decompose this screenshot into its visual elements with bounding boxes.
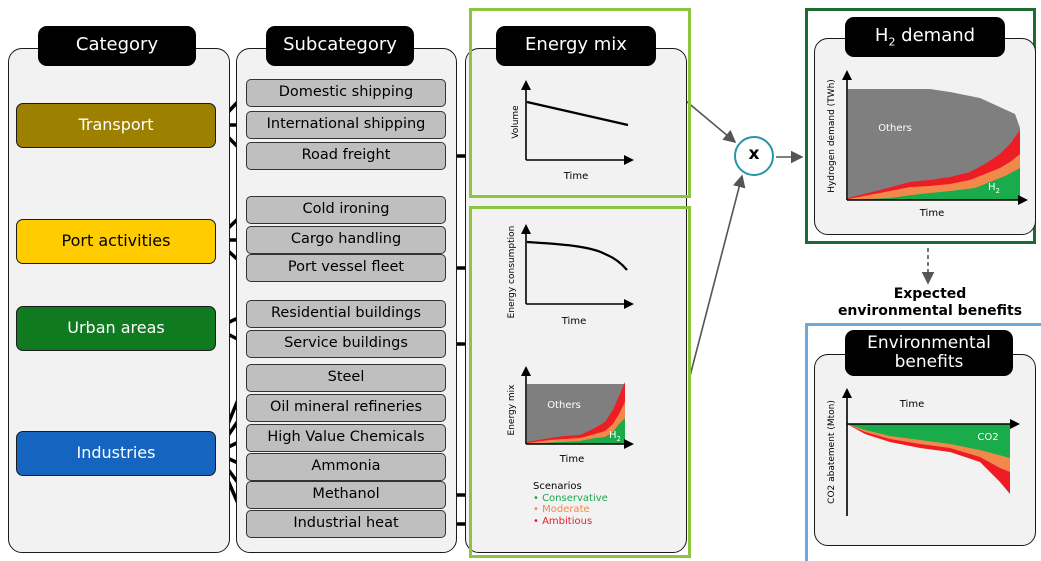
sub-road-freight: Road freight (246, 142, 446, 170)
category-port-activities: Port activities (16, 219, 216, 264)
volume-trend-line (526, 100, 629, 127)
em-ylabel: Energy mix (507, 384, 517, 436)
ec-trend-curve (526, 240, 628, 271)
category-transport: Transport (16, 103, 216, 148)
subcategory-header: Subcategory (266, 26, 414, 66)
sub-cargo-handling: Cargo handling (246, 226, 446, 254)
env-benefits-frame (805, 323, 1041, 561)
ec-ylabel: Energy consumption (507, 226, 517, 319)
sub-industrial-heat: Industrial heat (246, 510, 446, 538)
h2-y-arrow (842, 70, 852, 80)
energy-mix-header: Energy mix (496, 26, 656, 66)
sub-oil-mineral-refineries: Oil mineral refineries (246, 394, 446, 422)
co2-x-arrow (1010, 419, 1020, 429)
scenario-moderate: • Moderate (533, 504, 590, 515)
ec-xlabel: Time (561, 316, 586, 327)
em-h2-label: H2 (609, 430, 621, 443)
scenario-ambitious-label: Ambitious (542, 515, 593, 527)
scenario-moderate-label: Moderate (542, 504, 590, 515)
sub-international-shipping: International shipping (246, 111, 446, 139)
sub-port-vessel-fleet: Port vessel fleet (246, 254, 446, 282)
sub-residential-buildings: Residential buildings (246, 300, 446, 328)
arrow-energy-to-multiply (689, 174, 746, 377)
expected-benefits-line1: Expected (893, 286, 967, 302)
volume-x-arrow (624, 155, 634, 165)
category-industries: Industries (16, 431, 216, 476)
volume-xlabel: Time (563, 171, 588, 182)
sub-service-buildings: Service buildings (246, 330, 446, 358)
em-others-label: Others (547, 400, 581, 411)
env-benefits-header: Environmental benefits (845, 330, 1013, 376)
h2-demand-header: H2 demand (845, 17, 1005, 57)
em-moderate-area (527, 402, 625, 444)
scenario-conservative-label: Conservative (542, 492, 608, 504)
co2-series-label: CO2 (977, 432, 998, 443)
em-ambitious-area (527, 382, 625, 444)
expected-benefits-label: Expected environmental benefits (820, 286, 1040, 320)
volume-chart: Volume Time (511, 80, 634, 182)
scenarios-legend: Scenarios • Conservative • Moderate • Am… (533, 481, 608, 527)
scenario-conservative: • Conservative (533, 492, 608, 504)
sub-domestic-shipping: Domestic shipping (246, 79, 446, 107)
scenarios-title: Scenarios (533, 481, 582, 492)
h2-xlabel: Time (919, 208, 944, 219)
h2-conservative-area (848, 168, 1020, 200)
em-x-arrow (624, 439, 634, 449)
sub-steel: Steel (246, 364, 446, 392)
category-header: Category (38, 26, 196, 66)
em-conservative-area (527, 418, 625, 444)
energy-frame (469, 206, 691, 558)
ec-x-arrow (624, 299, 634, 309)
h2-others-label: Others (878, 123, 912, 134)
em-xlabel: Time (559, 454, 584, 465)
sub-methanol: Methanol (246, 481, 446, 509)
sub-high-value-chemicals: High Value Chemicals (246, 424, 446, 452)
volume-ylabel: Volume (511, 105, 521, 139)
co2-y-arrow (842, 388, 852, 398)
co2-conservative-area (847, 424, 1010, 458)
co2-ylabel: CO2 abatement (Mton) (827, 400, 837, 504)
h2-x-arrow (1018, 195, 1028, 205)
category-urban-areas: Urban areas (16, 306, 216, 351)
energy-mix-chart: Others H2 Energy mix Time (507, 366, 634, 465)
scenario-ambitious: • Ambitious (533, 515, 593, 527)
volume-y-arrow (521, 80, 531, 90)
energy-mix-panel (465, 48, 687, 553)
sub-ammonia: Ammonia (246, 453, 446, 481)
co2-xlabel: Time (899, 399, 924, 410)
h2-ylabel: Hydrogen demand (TWh) (827, 79, 837, 193)
volume-frame (469, 8, 691, 198)
energy-consumption-chart: Energy consumption Time (507, 224, 634, 327)
em-y-arrow (521, 366, 531, 376)
arrow-volume-to-multiply (685, 100, 737, 144)
ec-y-arrow (521, 224, 531, 234)
co2-chart: Time CO2 CO2 abatement (Mton) (827, 388, 1020, 516)
sub-cold-ironing: Cold ironing (246, 196, 446, 224)
h2-h2-label: H2 (988, 182, 1000, 195)
h2-demand-chart: Others H2 Hydrogen demand (TWh) Time (827, 70, 1028, 219)
expected-benefits-line2: environmental benefits (837, 303, 1023, 319)
multiply-operator: x (734, 136, 774, 176)
